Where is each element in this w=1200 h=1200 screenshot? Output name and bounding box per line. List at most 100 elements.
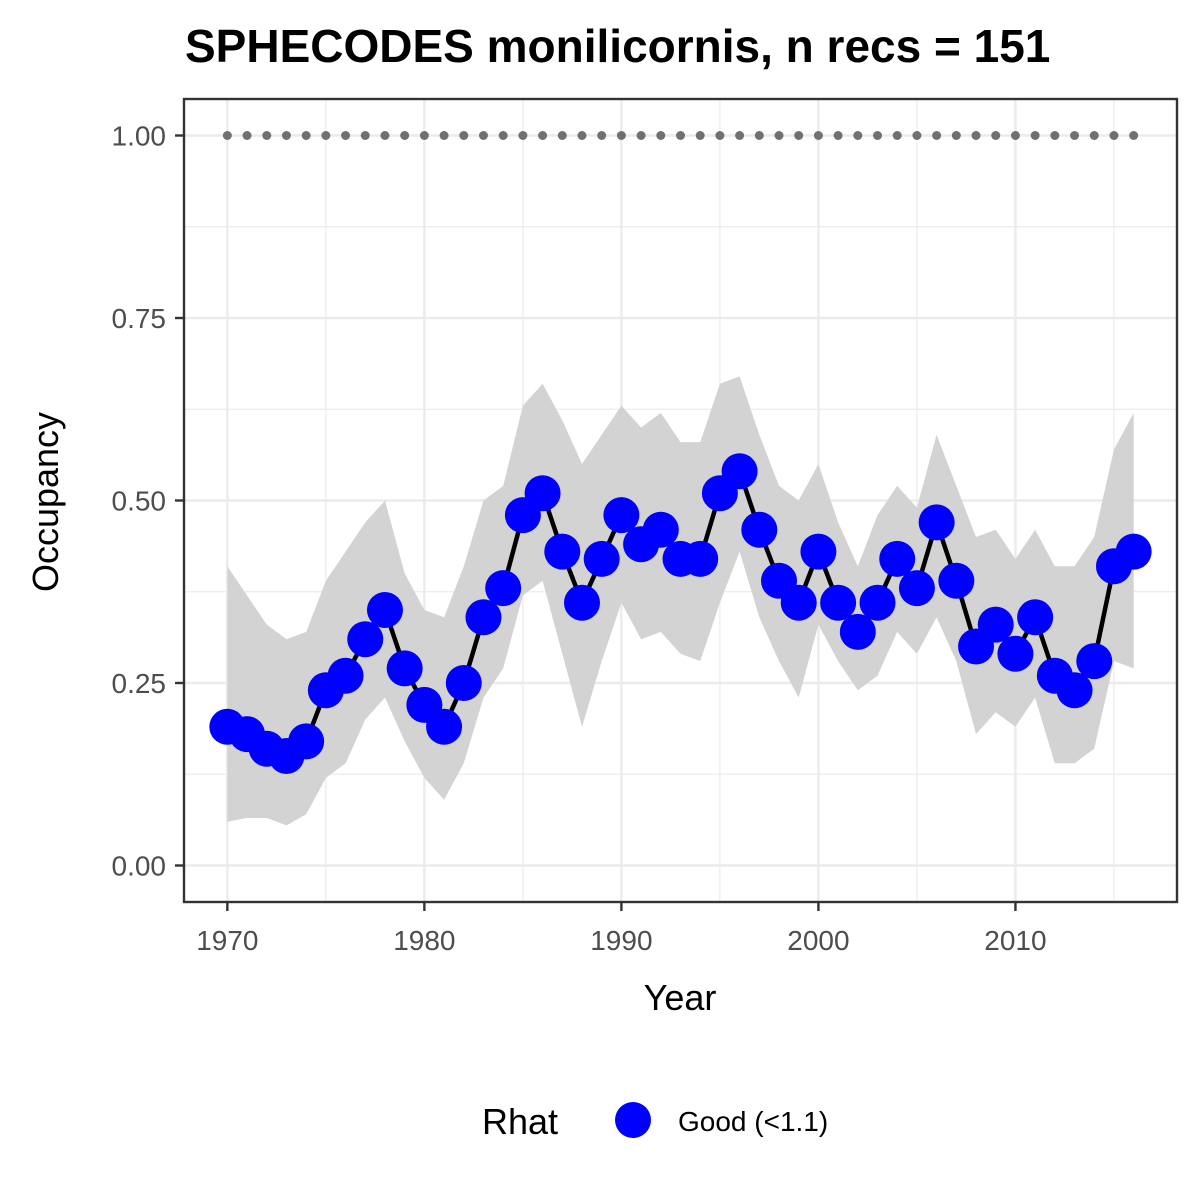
data-point — [918, 504, 955, 541]
reference-point — [1109, 131, 1119, 140]
reference-point — [735, 131, 745, 140]
x-tick-label: 1970 — [196, 925, 258, 956]
data-point — [1017, 599, 1054, 636]
reference-point — [695, 131, 705, 140]
data-point — [721, 453, 758, 490]
reference-point — [321, 131, 331, 140]
reference-point — [478, 131, 488, 140]
reference-point — [853, 131, 863, 140]
data-point — [544, 533, 581, 570]
reference-point — [518, 131, 528, 140]
x-axis: 1970 1980 1990 2000 2010 — [196, 902, 1047, 956]
data-point — [485, 570, 522, 607]
chart-title: SPHECODES monilicornis, n recs = 151 — [185, 20, 1050, 72]
y-tick-label: 0.25 — [112, 668, 167, 699]
reference-point — [400, 131, 410, 140]
data-point — [898, 570, 935, 607]
data-point — [386, 650, 423, 687]
reference-point — [1070, 131, 1080, 140]
y-tick-label: 0.00 — [112, 851, 167, 882]
reference-point — [301, 131, 311, 140]
reference-point — [439, 131, 449, 140]
plot-panel — [182, 97, 1179, 904]
reference-point — [794, 131, 804, 140]
reference-point — [636, 131, 646, 140]
reference-point — [281, 131, 291, 140]
data-point — [563, 584, 600, 621]
data-point — [603, 497, 640, 534]
data-point — [741, 511, 778, 548]
data-point — [938, 562, 975, 599]
x-tick-label: 1980 — [393, 925, 455, 956]
y-tick-label: 0.50 — [112, 486, 167, 517]
reference-point — [1050, 131, 1060, 140]
reference-point — [419, 131, 429, 140]
reference-point — [577, 131, 587, 140]
y-axis: 0.00 0.25 0.50 0.75 1.00 — [112, 121, 184, 882]
y-axis-title: Occupancy — [25, 412, 66, 592]
reference-point — [715, 131, 725, 140]
data-point — [524, 475, 561, 512]
reference-point — [656, 131, 666, 140]
reference-point — [754, 131, 764, 140]
reference-point — [242, 131, 252, 140]
data-point — [879, 540, 916, 577]
data-point — [820, 584, 857, 621]
reference-point — [616, 131, 626, 140]
reference-point — [813, 131, 823, 140]
legend: Rhat Good (<1.1) — [482, 1101, 828, 1142]
reference-point — [971, 131, 981, 140]
reference-point — [951, 131, 961, 140]
reference-point — [1030, 131, 1040, 140]
reference-point — [873, 131, 883, 140]
x-axis-title: Year — [644, 977, 717, 1018]
legend-label-good: Good (<1.1) — [678, 1106, 828, 1137]
reference-point — [538, 131, 548, 140]
data-point — [1056, 672, 1093, 709]
data-point — [800, 533, 837, 570]
data-point — [445, 665, 482, 701]
data-point — [780, 584, 817, 621]
data-point — [426, 708, 463, 745]
data-point — [839, 613, 876, 650]
data-point — [1076, 643, 1113, 680]
data-point — [366, 592, 403, 628]
reference-point — [774, 131, 784, 140]
data-point — [997, 635, 1034, 672]
data-point — [583, 540, 620, 577]
reference-point — [892, 131, 902, 140]
reference-points — [222, 131, 1139, 140]
data-point — [347, 621, 384, 658]
reference-point — [676, 131, 685, 140]
data-point — [682, 540, 719, 577]
reference-point — [597, 131, 607, 140]
reference-point — [498, 131, 508, 140]
y-tick-label: 1.00 — [112, 121, 167, 152]
reference-point — [1089, 131, 1099, 140]
reference-point — [380, 131, 390, 140]
reference-point — [262, 131, 272, 140]
data-point — [642, 511, 679, 548]
y-tick-label: 0.75 — [112, 303, 167, 334]
reference-point — [557, 131, 567, 140]
data-point — [859, 584, 896, 621]
reference-point — [932, 131, 942, 140]
data-point — [977, 606, 1014, 643]
x-tick-label: 2010 — [984, 925, 1046, 956]
reference-point — [833, 131, 843, 140]
data-point — [288, 723, 325, 760]
legend-title: Rhat — [482, 1101, 558, 1142]
data-point — [465, 599, 502, 636]
reference-point — [222, 131, 232, 140]
legend-key-good — [615, 1102, 651, 1138]
reference-point — [1010, 131, 1020, 140]
x-tick-label: 2000 — [787, 925, 849, 956]
data-point — [1115, 533, 1152, 570]
series-points — [209, 453, 1152, 774]
reference-point — [360, 131, 370, 140]
data-point — [327, 657, 364, 694]
reference-point — [991, 131, 1001, 140]
x-tick-label: 1990 — [590, 925, 652, 956]
reference-point — [459, 131, 469, 140]
